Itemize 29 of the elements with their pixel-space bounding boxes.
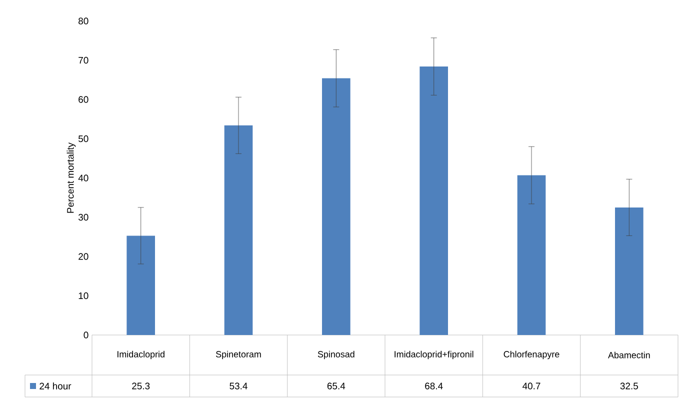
bar xyxy=(224,125,253,335)
x-tick-label: Chlorfenapyre xyxy=(504,350,560,360)
x-tick-label: Imidacloprid xyxy=(117,350,164,360)
legend-label: 24 hour xyxy=(40,382,72,390)
data-label: 53.4 xyxy=(230,382,248,390)
data-label: 32.5 xyxy=(620,382,638,390)
y-axis-title: Percent mortality xyxy=(66,142,76,213)
y-tick-label: 60 xyxy=(78,96,88,103)
y-tick-label: 0 xyxy=(84,332,88,338)
bar xyxy=(322,78,350,335)
data-label: 25.3 xyxy=(132,382,150,390)
data-label: 65.4 xyxy=(327,382,346,390)
x-tick-label: Spinetoram xyxy=(216,350,261,360)
x-tick-label: Spinosad xyxy=(318,350,354,360)
y-tick-label: 50 xyxy=(78,135,88,142)
x-tick-label: Abamectin xyxy=(608,352,650,358)
data-label: 68.4 xyxy=(425,382,443,390)
y-tick-label: 80 xyxy=(78,18,88,24)
y-tick-label: 10 xyxy=(78,292,88,300)
bar xyxy=(517,175,546,335)
y-tick-label: 70 xyxy=(78,56,88,64)
y-tick-label: 30 xyxy=(78,214,88,221)
bar xyxy=(615,207,644,335)
y-tick-label: 20 xyxy=(78,253,88,260)
bar xyxy=(420,66,448,335)
bar xyxy=(126,236,155,335)
x-tick-label: Imidacloprid+fipronil xyxy=(394,350,474,360)
y-tick-label: 40 xyxy=(78,174,88,182)
data-label: 40.7 xyxy=(522,382,540,390)
